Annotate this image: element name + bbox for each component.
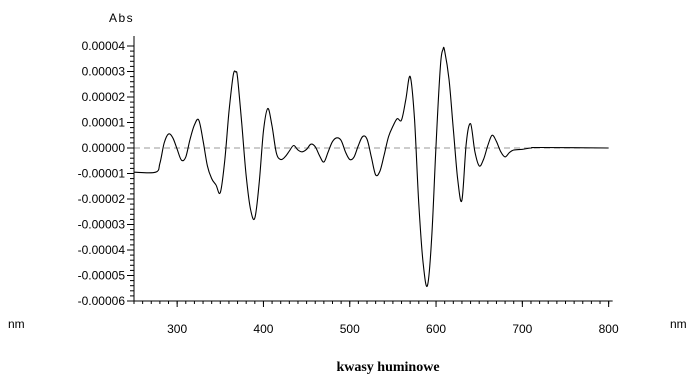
y-tick-label: -0.00003 (78, 218, 126, 232)
y-tick-label: -0.00006 (78, 294, 126, 308)
axes-layer (127, 36, 613, 307)
series-layer (133, 46, 609, 288)
y-tick-label: -0.00005 (78, 269, 126, 283)
x-tick-label: 500 (340, 322, 360, 336)
x-tick-label: 300 (167, 322, 187, 336)
x-tick-label: 800 (599, 322, 619, 336)
y-axis-unit-label: Abs (109, 11, 134, 25)
y-tick-label: -0.00001 (78, 167, 126, 181)
x-tick-label: 600 (426, 322, 446, 336)
x-tick-label: 700 (512, 322, 532, 336)
x-axis-unit-left-label: nm (8, 317, 25, 331)
labels-layer: 0.00004 0.00003 0.00002 0.00001 0.00000 -0.00… (78, 39, 619, 336)
y-tick-label: -0.00004 (78, 243, 126, 257)
x-tick-label: 400 (253, 322, 273, 336)
y-tick-label: 0.00003 (82, 65, 126, 79)
x-axis-unit-right-label: nm (670, 317, 687, 331)
y-tick-label: 0.00004 (82, 39, 126, 53)
y-tick-label: -0.00002 (78, 192, 126, 206)
chart-title: kwasy huminowe (336, 360, 439, 375)
y-tick-label: 0.00000 (82, 141, 126, 155)
y-tick-label: 0.00001 (82, 116, 126, 130)
spectrum-line (133, 46, 609, 288)
y-tick-label: 0.00002 (82, 90, 126, 104)
